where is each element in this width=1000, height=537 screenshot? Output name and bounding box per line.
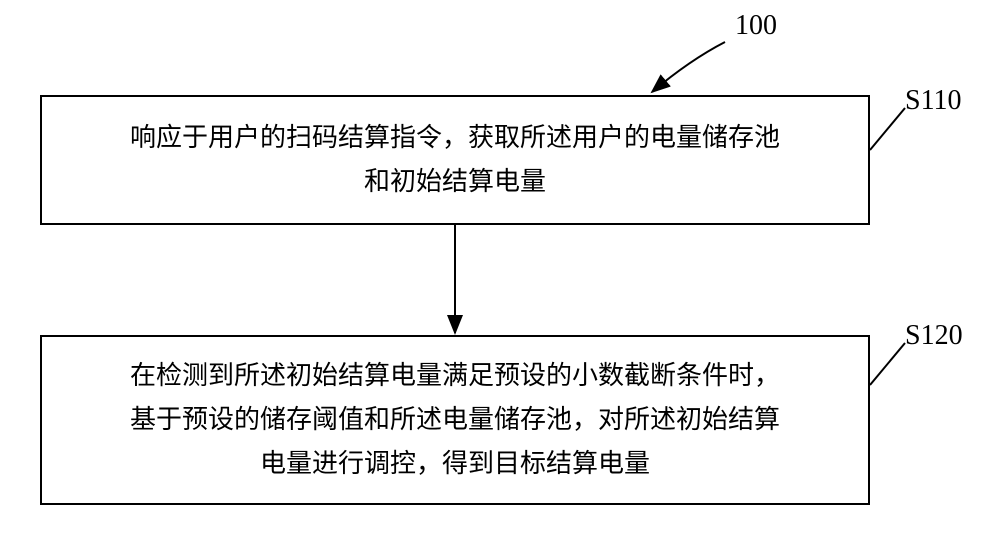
label-curve-s120 <box>0 0 1000 537</box>
step-label-s120: S120 <box>905 320 963 352</box>
